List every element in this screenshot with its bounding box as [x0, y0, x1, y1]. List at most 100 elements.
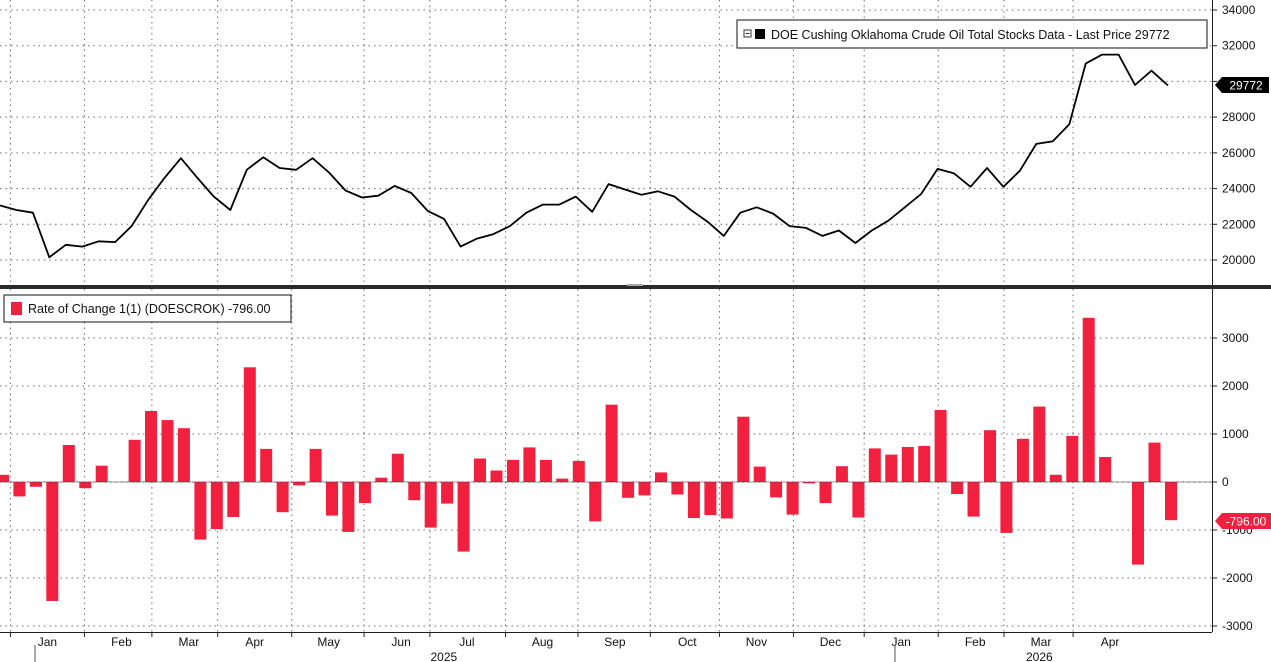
y-tick-label: 1000: [1222, 427, 1249, 441]
roc-bar: [326, 482, 338, 516]
x-month-label: Feb: [111, 635, 132, 649]
roc-bar: [145, 411, 157, 482]
roc-bar: [507, 459, 519, 482]
roc-bar: [655, 472, 667, 482]
roc-bar: [243, 367, 256, 482]
x-month-label: May: [317, 635, 340, 649]
price-y-axis: 2000022000240002600028000300003200034000: [1212, 3, 1256, 267]
roc-bar: [1148, 442, 1161, 482]
roc-bar: [342, 482, 355, 532]
roc-bar: [46, 482, 59, 601]
roc-bar: [720, 482, 733, 519]
roc-bar: [441, 482, 454, 504]
roc-bar: [704, 482, 717, 516]
roc-bar: [210, 482, 223, 529]
roc-bar: [424, 482, 437, 528]
separator-handle[interactable]: [627, 284, 643, 286]
roc-legend-box: [3, 294, 292, 323]
last-price-tag-text: 29772: [1229, 79, 1263, 93]
roc-bar: [622, 482, 635, 498]
y-tick-label: 3000: [1222, 331, 1249, 345]
y-tick-label: -2000: [1222, 571, 1253, 585]
roc-bar: [358, 482, 371, 504]
x-month-label: Feb: [965, 635, 986, 649]
roc-bar: [819, 482, 832, 504]
roc-bar: [967, 482, 980, 517]
y-tick-label: -3000: [1222, 619, 1253, 633]
roc-bar: [227, 482, 240, 517]
x-axis: Jan Feb Mar Apr May Jun Jul Aug Sep Oct Nov Dec Jan F…: [9, 632, 1120, 662]
roc-bar: [194, 482, 207, 540]
y-tick-label: 24000: [1222, 182, 1256, 196]
roc-bar: [1132, 482, 1144, 565]
roc-bar: [1099, 457, 1112, 482]
roc-bar: [539, 459, 552, 482]
x-month-label: Sep: [604, 635, 626, 649]
roc-bar: [523, 447, 536, 482]
y-tick-label: 20000: [1222, 253, 1256, 267]
roc-bar: [951, 482, 964, 494]
roc-bar: [408, 482, 421, 501]
y-tick-label: 34000: [1222, 3, 1256, 17]
price-legend[interactable]: DOE Cushing Oklahoma Crude Oil Total Sto…: [736, 19, 1208, 49]
roc-bar: [276, 482, 289, 513]
roc-bar: [1082, 317, 1095, 482]
last-value-tag-text: -796.00: [1226, 515, 1267, 529]
roc-legend-text: Rate of Change 1(1) (DOESCROK) -796.00: [28, 302, 271, 316]
roc-bar: [128, 439, 141, 482]
x-month-label: Mar: [179, 635, 200, 649]
y-tick-label: 2000: [1222, 379, 1249, 393]
roc-bar: [309, 448, 322, 482]
roc-bar: [29, 482, 42, 487]
roc-bar: [589, 482, 602, 522]
roc-bar: [556, 478, 569, 482]
x-month-label: Nov: [746, 635, 767, 649]
roc-bar: [671, 482, 684, 495]
x-month-label: Dec: [820, 635, 841, 649]
roc-bar: [852, 482, 865, 518]
roc-bar: [835, 466, 848, 482]
panel-separator[interactable]: [0, 285, 1271, 289]
y-tick-label: 32000: [1222, 39, 1256, 53]
x-month-label: Jun: [391, 635, 410, 649]
roc-bar: [490, 470, 503, 482]
roc-bar: [687, 482, 700, 518]
roc-bar: [457, 482, 470, 552]
x-month-label: Jan: [891, 635, 910, 649]
roc-bar: [753, 466, 766, 482]
roc-bar: [1000, 482, 1013, 533]
x-month-label: Aug: [532, 635, 553, 649]
roc-bar: [1016, 438, 1029, 482]
last-price-tag: 29772: [1215, 77, 1269, 93]
roc-bar: [391, 453, 404, 482]
price-legend-text: DOE Cushing Oklahoma Crude Oil Total Sto…: [771, 28, 1170, 42]
y-tick-label: 26000: [1222, 146, 1256, 160]
roc-bar: [474, 458, 486, 482]
roc-bar: [868, 448, 881, 482]
roc-bar: [737, 416, 750, 482]
price-series-line: [0, 53, 1169, 259]
roc-bar: [934, 410, 947, 482]
roc-bar: [786, 482, 799, 515]
roc-bars: [0, 317, 1212, 601]
roc-bar: [605, 404, 618, 482]
x-month-label: Jan: [38, 635, 57, 649]
roc-bar: [803, 482, 815, 484]
roc-bar: [161, 420, 174, 482]
roc-bar: [770, 482, 783, 498]
x-year-label: 2026: [1026, 650, 1053, 662]
roc-bar: [260, 448, 273, 482]
x-month-label: Apr: [245, 635, 264, 649]
roc-bar: [918, 446, 931, 482]
x-month-label: Jul: [459, 635, 474, 649]
price-panel: 2000022000240002600028000300003200034000…: [0, 0, 1269, 285]
roc-legend[interactable]: Rate of Change 1(1) (DOESCROK) -796.00: [3, 294, 292, 323]
roc-bar: [901, 447, 914, 482]
x-year-label: 2025: [431, 650, 458, 662]
roc-bar: [375, 477, 388, 482]
roc-bar: [0, 474, 9, 482]
roc-bar: [1165, 482, 1177, 521]
x-month-label: Apr: [1101, 635, 1120, 649]
